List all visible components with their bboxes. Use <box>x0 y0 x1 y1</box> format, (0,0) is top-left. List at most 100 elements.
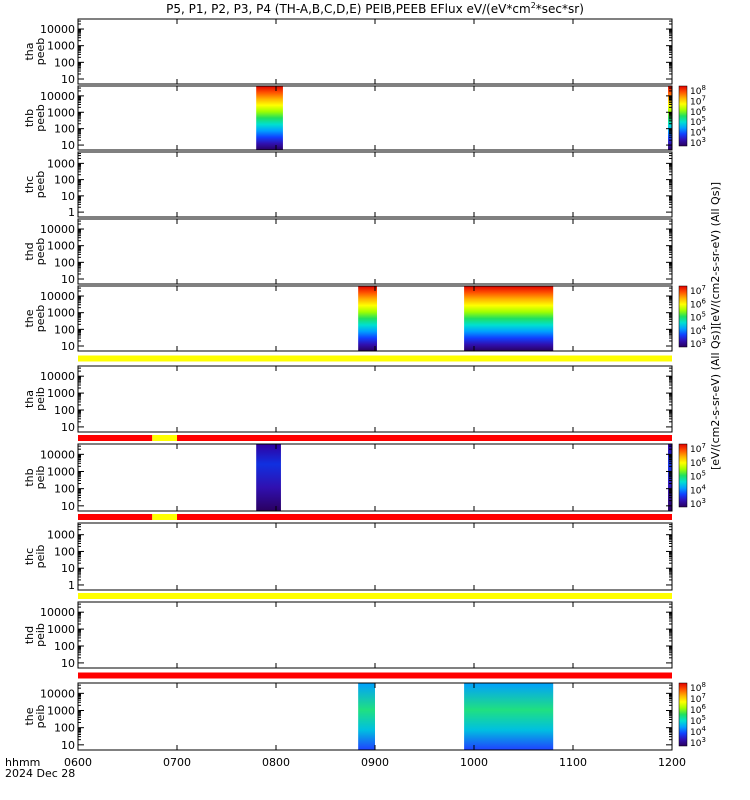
status-segment-red <box>78 672 672 679</box>
xtick-label: 0800 <box>262 756 290 769</box>
panel-frame <box>77 151 673 218</box>
ytick-label: 10000 <box>40 23 75 36</box>
panel-frame <box>77 218 673 285</box>
ytick-label: 1000 <box>47 387 75 400</box>
status-segment-yellow <box>78 593 672 599</box>
status-bars <box>78 355 672 679</box>
status-segment-red <box>177 435 672 441</box>
figure-title: P5, P1, P2, P3, P4 (TH-A,B,C,D,E) PEIB,P… <box>166 1 584 16</box>
spectrogram-block-the-peib-0 <box>358 683 375 750</box>
status-segment-red <box>78 435 153 441</box>
ytick-label: 10 <box>61 657 75 670</box>
panel-thd-peib: 10000 1000 100 10 thdpeib <box>23 601 673 670</box>
status-segment-yellow <box>152 514 177 520</box>
panel-ylabel: thepeeb <box>23 305 47 333</box>
ytick-label: 10 <box>61 500 75 513</box>
ytick-label: 100 <box>54 256 75 269</box>
ytick-label: 1000 <box>47 157 75 170</box>
colorbar-tick-label: 103 <box>690 736 706 749</box>
status-bar-4 <box>78 672 672 679</box>
ytick-label: 10 <box>61 273 75 286</box>
ytick-label: 100 <box>54 545 75 558</box>
colorbar-tick-label: 104 <box>690 126 706 139</box>
colorbar-tick-label: 103 <box>690 497 706 510</box>
colorbar-tick-label: 105 <box>690 714 706 727</box>
colorbar-tick-label: 104 <box>690 725 706 738</box>
ytick-label: 100 <box>54 56 75 69</box>
status-bar-2 <box>78 514 672 520</box>
panel-ylabel: thcpeeb <box>23 171 47 199</box>
ytick-label: 1 <box>68 206 75 219</box>
ytick-label: 10 <box>61 139 75 152</box>
panel-ylabel: thapeeb <box>23 38 47 66</box>
panel-ylabel: thcpeib <box>23 545 47 569</box>
ytick-label: 1000 <box>47 466 75 479</box>
colorbar-tick-label: 105 <box>690 115 706 128</box>
ytick-label: 100 <box>54 123 75 136</box>
spectrogram-block-thb-peib-1 <box>668 444 672 511</box>
spectrogram-block-the-peeb-1 <box>464 286 554 351</box>
panel-frame <box>77 18 673 85</box>
status-segment-yellow <box>152 435 177 441</box>
spectrogram-block-thb-peib-0 <box>256 444 281 511</box>
colorbar-tick-label: 107 <box>690 442 706 455</box>
ytick-label: 10 <box>61 562 75 575</box>
ytick-label: 1000 <box>47 40 75 53</box>
panel-ylabel: thbpeib <box>23 466 47 490</box>
panel-the-peib: 10000 1000 100 10 thepeib <box>23 682 673 752</box>
time-axis: 0600 0700 0800 0900 1000 1100 1200 <box>64 756 686 769</box>
panel-frame <box>77 601 673 669</box>
colorbar-tick-label: 106 <box>690 456 706 469</box>
colorbar-scale <box>678 285 688 348</box>
ytick-label: 10000 <box>40 606 75 619</box>
status-bar-0 <box>78 355 672 362</box>
spectrogram-panels: 10000 1000 100 10 thapeeb 10000 1000 100 10 thbpe… <box>23 18 673 752</box>
ytick-label: 1000 <box>47 705 75 718</box>
panel-thc-peeb: 1000 100 10 1 thcpeeb <box>23 151 673 219</box>
colorbar-tick-label: 107 <box>690 94 706 107</box>
panel-ylabel: thdpeib <box>23 623 47 647</box>
ytick-label: 100 <box>54 483 75 496</box>
colorbar-tick-label: 107 <box>690 284 706 297</box>
ytick-label: 100 <box>54 174 75 187</box>
ytick-label: 10000 <box>40 448 75 461</box>
xtick-label: 0600 <box>64 756 92 769</box>
ytick-label: 10000 <box>40 290 75 303</box>
xtick-label: 0700 <box>163 756 191 769</box>
ytick-label: 1 <box>68 579 75 592</box>
panel-tha-peib: 10000 1000 100 10 thapeib <box>23 365 673 434</box>
panel-ylabel: thepeib <box>23 705 47 729</box>
ytick-label: 1000 <box>47 529 75 542</box>
status-segment-red <box>78 514 153 520</box>
panel-thc-peib: 1000 100 10 1 thcpeib <box>23 522 673 592</box>
colorbar-tick-label: 105 <box>690 470 706 483</box>
colorbar-tick-label: 107 <box>690 692 706 705</box>
colorbar-tick-label: 106 <box>690 105 706 118</box>
colorbar-scale <box>678 443 688 508</box>
status-bar-3 <box>78 593 672 599</box>
panel-frame <box>77 85 673 151</box>
colorbar-tick-label: 105 <box>690 311 706 324</box>
ytick-label: 1000 <box>47 106 75 119</box>
ytick-label: 1000 <box>47 623 75 636</box>
status-bar-1 <box>78 435 672 441</box>
status-segment-yellow <box>78 355 672 362</box>
ytick-label: 100 <box>54 722 75 735</box>
xtick-label: 1200 <box>658 756 686 769</box>
spectrogram-block-the-peib-1 <box>464 683 554 750</box>
panel-ylabel: thdpeeb <box>23 238 47 266</box>
ytick-label: 10000 <box>40 90 75 103</box>
colorbar-tick-label: 104 <box>690 324 706 337</box>
colorbar-tick-label: 108 <box>690 84 706 97</box>
panel-thb-peib: 10000 1000 100 10 thbpeib <box>23 443 673 513</box>
xtick-label: 1000 <box>460 756 488 769</box>
colorbar-tick-label: 108 <box>690 681 706 694</box>
spectrogram-block-thb-peeb-0 <box>256 86 283 150</box>
panel-tha-peeb: 10000 1000 100 10 thapeeb <box>23 18 673 86</box>
ytick-label: 1000 <box>47 240 75 253</box>
